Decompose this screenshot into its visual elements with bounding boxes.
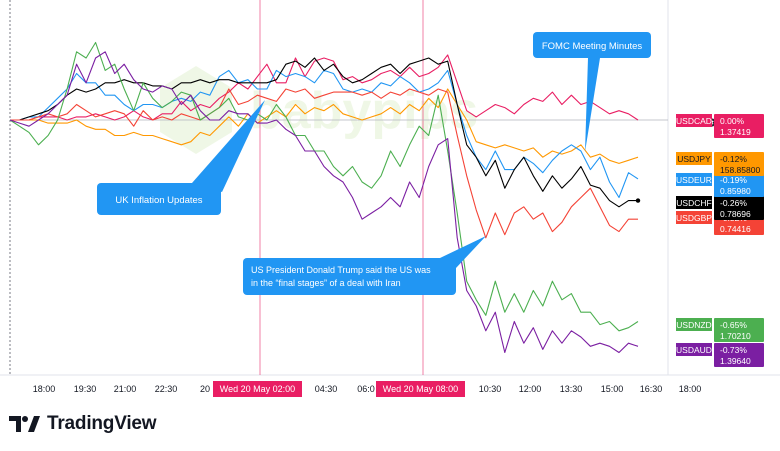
x-tick-label: 12:00 [519,384,542,394]
series-price-text: 1.70210 [720,331,751,341]
series-end-dot [635,198,641,203]
annotation-pointer [585,58,600,152]
series-pct-text: -0.12% [720,154,747,164]
series-price-text: 0.74416 [720,224,751,234]
annotation-box [533,32,651,58]
x-tick-label: 04:30 [315,384,338,394]
series-line-usdgbp [10,88,638,239]
series-pct-text: -0.19% [720,175,747,185]
tradingview-logo-text: TradingView [47,413,157,434]
series-name-box [676,173,712,186]
annotation-text-line1: US President Donald Trump said the US wa… [251,265,431,275]
series-pct-text: 0.00% [720,116,745,126]
series-name-box [676,211,712,224]
chart-canvas: babypips0.30%0.20%0.10%-0.40%-0.50%-0.60… [0,0,780,397]
tradingview-logo[interactable]: TradingView [9,413,157,435]
x-tick-label: 10:30 [479,384,502,394]
series-price-text: 0.78696 [720,209,751,219]
series-value-box [714,318,764,342]
x-tick-label: 21:00 [114,384,137,394]
x-tick-label: 22:30 [155,384,178,394]
annotation-box [243,258,456,295]
x-tick-label: 13:30 [560,384,583,394]
series-pct-text: -0.26% [720,198,747,208]
series-label-usdeur: USDEUR -0.19%0.85980 [676,173,764,197]
annotation-text-line2: in the “final stages” of a deal with Ira… [251,278,401,288]
series-line-usdaud [9,51,639,354]
annotation-text: FOMC Meeting Minutes [542,41,643,52]
series-label-usdaud: USDAUD -0.73%1.39640 [676,343,764,367]
series-name-box [676,343,712,356]
x-highlight-tick: Wed 20 May 02:00 [213,381,302,397]
series-line-usdcad [10,54,639,121]
series-label-usdchf: USDCHF -0.26%0.78696 [676,196,764,220]
series-name-text: USDAUD [676,345,712,355]
annotation-trump-iran: US President Donald Trump said the US wa… [243,236,486,295]
annotation-text: UK Inflation Updates [115,195,202,206]
x-tick-label: 06:0 [357,384,375,394]
series-name-box [676,318,712,331]
series-name-text: USDCAD [676,116,712,126]
x-tick-label: 18:00 [679,384,702,394]
annotation-box [97,183,221,215]
series-line-usdchf [10,57,638,208]
x-highlight-box [376,381,465,397]
series-name-text: USDGBP [676,213,712,223]
x-tick-label: 20 [200,384,210,394]
x-highlight-label: Wed 20 May 08:00 [383,384,458,394]
x-highlight-box [213,381,302,397]
series-price-text: 1.37419 [720,127,751,137]
series-line-usdnzd [9,41,639,332]
series-pct-text: -0.65% [720,320,747,330]
series-price-text: 0.85980 [720,186,751,196]
series-name-text: USDCHF [676,198,711,208]
x-tick-label: 15:00 [601,384,624,394]
series-value-box [714,343,764,367]
series-value-box [714,173,764,197]
x-highlight-label: Wed 20 May 02:00 [220,384,295,394]
series-name-text: USDEUR [676,175,712,185]
series-label-usdnzd: USDNZD -0.65%1.70210 [676,318,764,342]
x-tick-label: 16:30 [640,384,663,394]
x-tick-label: 18:00 [33,384,56,394]
series-name-box [676,196,712,209]
watermark-babypips: babypips [160,66,478,154]
series-value-box [714,152,764,176]
series-name-text: USDNZD [676,320,711,330]
series-label-usdcad: USDCAD 0.00%1.37419 [676,114,764,138]
series-label-usdjpy: USDJPY -0.12%158.85800 [676,152,764,176]
series-pct-text: -0.73% [720,345,747,355]
series-value-box [714,114,764,138]
x-tick-label: 19:30 [74,384,97,394]
series-price-text: 158.85800 [720,165,760,175]
annotation-fomc: FOMC Meeting Minutes [533,32,651,152]
series-name-box [676,152,712,165]
series-value-box [714,196,764,220]
tradingview-logo-icon [9,416,40,432]
x-highlight-tick: Wed 20 May 08:00 [376,381,465,397]
annotation-uk-inflation: UK Inflation Updates [97,100,265,215]
series-line-usdjpy [10,88,639,164]
series-name-box [676,114,712,127]
series-name-text: USDJPY [677,154,711,164]
annotation-pointer [192,100,265,192]
series-price-text: 1.39640 [720,356,751,366]
